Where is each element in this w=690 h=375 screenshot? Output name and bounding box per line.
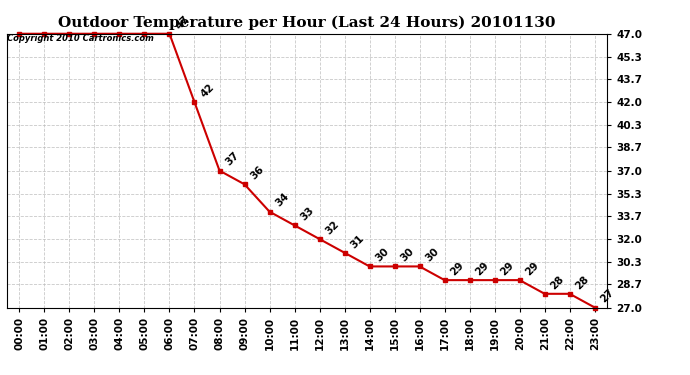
- Text: 29: 29: [448, 260, 466, 278]
- Text: 27: 27: [599, 287, 616, 305]
- Text: 36: 36: [248, 164, 266, 182]
- Title: Outdoor Temperature per Hour (Last 24 Hours) 20101130: Outdoor Temperature per Hour (Last 24 Ho…: [58, 15, 556, 30]
- Text: 30: 30: [374, 246, 391, 264]
- Text: 37: 37: [224, 150, 241, 168]
- Text: 33: 33: [299, 205, 316, 223]
- Text: Copyright 2010 Cartronics.com: Copyright 2010 Cartronics.com: [7, 34, 154, 43]
- Text: 29: 29: [474, 260, 491, 278]
- Text: 42: 42: [199, 82, 216, 99]
- Text: 47: 47: [174, 13, 191, 31]
- Text: 29: 29: [499, 260, 516, 278]
- Text: 30: 30: [399, 246, 416, 264]
- Text: 29: 29: [524, 260, 541, 278]
- Text: 28: 28: [574, 274, 591, 291]
- Text: 30: 30: [424, 246, 441, 264]
- Text: 32: 32: [324, 219, 341, 236]
- Text: 28: 28: [549, 274, 566, 291]
- Text: 31: 31: [348, 232, 366, 250]
- Text: 34: 34: [274, 192, 291, 209]
